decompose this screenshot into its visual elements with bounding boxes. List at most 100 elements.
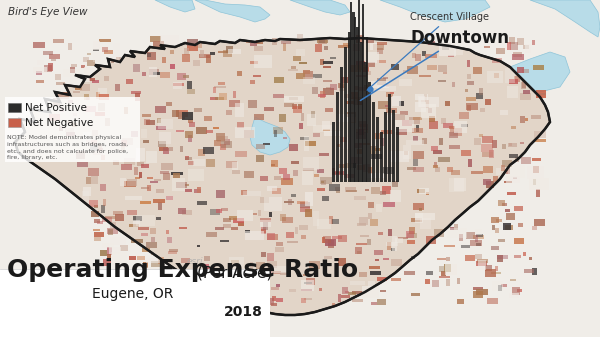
Bar bbox=[417, 189, 425, 193]
Bar bbox=[389, 151, 409, 162]
Bar bbox=[506, 213, 515, 220]
Bar bbox=[392, 110, 395, 182]
Bar bbox=[185, 156, 188, 160]
Bar bbox=[325, 256, 332, 259]
Bar bbox=[395, 238, 403, 243]
Bar bbox=[323, 236, 331, 243]
Bar bbox=[383, 167, 394, 174]
Bar bbox=[235, 102, 244, 117]
Bar bbox=[332, 168, 335, 175]
Bar bbox=[480, 108, 485, 112]
Bar bbox=[332, 122, 335, 182]
Bar bbox=[163, 147, 173, 151]
Bar bbox=[454, 47, 463, 55]
Bar bbox=[124, 158, 135, 165]
Bar bbox=[196, 42, 202, 48]
Bar bbox=[494, 73, 499, 78]
Bar bbox=[257, 210, 260, 216]
Bar bbox=[352, 12, 355, 182]
Bar bbox=[473, 138, 481, 145]
Bar bbox=[412, 53, 416, 58]
Bar bbox=[269, 212, 272, 217]
Bar bbox=[473, 286, 484, 290]
Bar bbox=[140, 164, 149, 168]
Bar bbox=[147, 53, 151, 57]
Bar bbox=[325, 239, 336, 246]
Bar bbox=[136, 215, 155, 226]
Bar bbox=[93, 228, 100, 231]
Bar bbox=[250, 80, 255, 84]
Bar bbox=[87, 53, 91, 55]
Bar bbox=[363, 164, 370, 172]
Bar bbox=[476, 235, 483, 237]
Bar bbox=[83, 132, 91, 146]
Bar bbox=[407, 66, 418, 73]
Bar bbox=[58, 93, 69, 99]
Bar bbox=[120, 178, 126, 186]
Bar bbox=[163, 173, 170, 180]
Bar bbox=[356, 251, 361, 254]
Bar bbox=[391, 64, 400, 70]
Bar bbox=[388, 94, 391, 182]
Bar bbox=[280, 214, 286, 221]
Bar bbox=[51, 59, 56, 61]
Bar bbox=[160, 72, 170, 78]
Bar bbox=[127, 210, 137, 215]
Bar bbox=[215, 97, 224, 100]
Bar bbox=[89, 78, 95, 81]
Bar bbox=[276, 242, 283, 246]
Bar bbox=[266, 270, 272, 274]
Bar bbox=[197, 187, 201, 193]
Bar bbox=[81, 65, 85, 68]
Bar bbox=[358, 99, 362, 105]
Bar bbox=[322, 196, 329, 201]
Bar bbox=[523, 252, 526, 255]
Bar bbox=[185, 131, 193, 138]
Bar bbox=[237, 210, 253, 221]
Bar bbox=[271, 287, 280, 290]
Bar bbox=[245, 230, 250, 233]
Bar bbox=[467, 74, 471, 80]
Bar bbox=[452, 82, 455, 87]
Bar bbox=[443, 72, 447, 74]
Bar bbox=[115, 84, 119, 91]
Bar bbox=[206, 298, 217, 305]
Bar bbox=[122, 139, 133, 145]
Bar bbox=[272, 188, 281, 194]
Bar bbox=[427, 65, 437, 70]
Bar bbox=[100, 184, 106, 191]
Bar bbox=[260, 218, 271, 222]
Bar bbox=[153, 72, 160, 75]
Bar bbox=[223, 217, 231, 222]
Bar bbox=[497, 201, 505, 206]
Bar bbox=[428, 41, 434, 45]
Bar bbox=[86, 97, 91, 100]
Bar bbox=[206, 56, 211, 63]
Text: Bird's Eye View: Bird's Eye View bbox=[8, 7, 88, 17]
Bar bbox=[162, 57, 166, 63]
Bar bbox=[172, 298, 177, 306]
Bar bbox=[283, 136, 287, 139]
Bar bbox=[250, 43, 257, 46]
Bar bbox=[226, 161, 237, 168]
Bar bbox=[291, 161, 299, 164]
Bar bbox=[173, 173, 180, 178]
Bar bbox=[335, 171, 344, 175]
Bar bbox=[293, 106, 302, 113]
Bar bbox=[95, 112, 105, 116]
Bar bbox=[314, 174, 319, 177]
Bar bbox=[340, 137, 347, 143]
Bar bbox=[306, 278, 315, 285]
Bar bbox=[503, 223, 511, 230]
Bar bbox=[313, 133, 320, 137]
Bar bbox=[352, 300, 363, 302]
Bar bbox=[182, 210, 193, 215]
Bar bbox=[482, 136, 493, 143]
Bar bbox=[168, 251, 178, 254]
Bar bbox=[296, 73, 305, 80]
Bar bbox=[158, 257, 164, 264]
Bar bbox=[346, 190, 357, 192]
Bar bbox=[328, 240, 334, 248]
Bar bbox=[517, 67, 524, 73]
Bar bbox=[445, 265, 451, 272]
